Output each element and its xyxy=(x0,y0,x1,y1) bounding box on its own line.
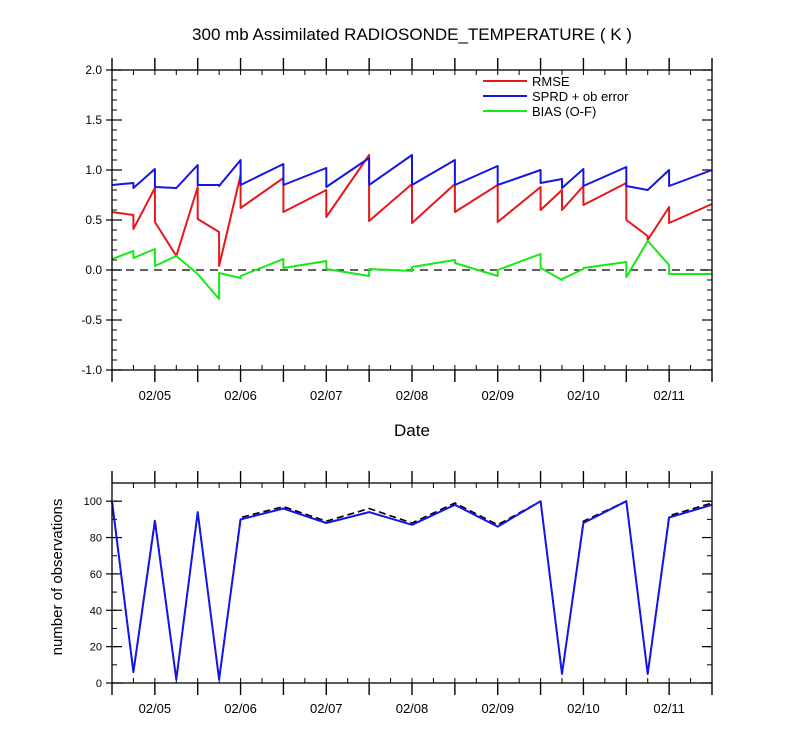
bottom-panel: 02/05 02/06 02/07 02/08 02/09 02/10 02/11 0 20 40… xyxy=(84,471,713,716)
top-series-bias-o-f xyxy=(111,240,712,300)
bottom-x-tick-label: 02/11 xyxy=(653,701,685,716)
bottom-y-tick-label: 100 xyxy=(84,496,102,508)
bottom-y-tick-label: 80 xyxy=(90,533,102,545)
bottom-x-tick-label: 02/07 xyxy=(310,701,343,716)
top-y-tick-label: 2.0 xyxy=(85,63,102,77)
bottom-x-tick-label: 02/06 xyxy=(224,701,257,716)
bottom-series-used xyxy=(111,500,713,681)
bottom-series-possible xyxy=(111,500,713,681)
top-x-tick-label: 02/08 xyxy=(396,388,429,403)
bottom-x-tick-label: 02/05 xyxy=(139,701,172,716)
bottom-y-tick-label: 40 xyxy=(90,605,102,617)
legend-label-rmse: RMSE xyxy=(532,74,570,89)
y-axis-label-observations: number of observations xyxy=(49,499,66,656)
bottom-y-tick-label: 0 xyxy=(96,678,102,690)
top-x-tick-label: 02/06 xyxy=(224,388,257,403)
top-y-tick-label: -1.0 xyxy=(81,363,102,377)
top-series-sprd-ob-error xyxy=(111,154,713,191)
bottom-x-tick-label: 02/10 xyxy=(567,701,600,716)
legend-label-bias: BIAS (O-F) xyxy=(532,104,596,119)
bottom-y-tick-label: 60 xyxy=(90,569,102,581)
top-y-tick-label: 1.0 xyxy=(85,163,102,177)
bottom-x-tick-label: 02/08 xyxy=(396,701,429,716)
legend-label-sprd: SPRD + ob error xyxy=(532,89,629,104)
x-axis-label: Date xyxy=(394,421,430,440)
top-plot-frame xyxy=(111,69,713,371)
top-x-tick-label: 02/09 xyxy=(481,388,514,403)
top-x-tick-label: 02/05 xyxy=(139,388,172,403)
top-y-tick-label: 0.0 xyxy=(85,263,102,277)
top-panel: 02/05 02/06 02/07 02/08 02/09 02/10 02/11 2.0 1.… xyxy=(81,58,713,403)
bottom-y-tick-label: 20 xyxy=(90,642,102,654)
bottom-x-tick-label: 02/09 xyxy=(481,701,514,716)
chart-title: 300 mb Assimilated RADIOSONDE_TEMPERATUR… xyxy=(192,25,632,44)
top-y-tick-label: 0.5 xyxy=(85,213,102,227)
top-y-tick-label: -0.5 xyxy=(81,313,102,327)
top-x-tick-label: 02/10 xyxy=(567,388,600,403)
top-x-tick-label: 02/07 xyxy=(310,388,343,403)
legend: RMSE SPRD + ob error BIAS (O-F) xyxy=(483,74,629,119)
top-y-tick-label: 1.5 xyxy=(85,113,102,127)
top-x-tick-label: 02/11 xyxy=(653,388,685,403)
bottom-plot-frame xyxy=(111,482,713,684)
